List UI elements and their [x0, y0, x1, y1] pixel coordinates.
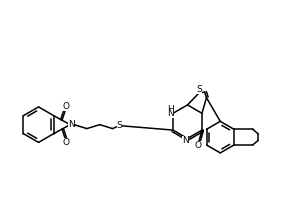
Text: N: N: [182, 136, 189, 145]
Text: N: N: [68, 120, 74, 129]
Text: S: S: [196, 85, 202, 94]
Text: H: H: [168, 105, 174, 114]
Text: O: O: [62, 102, 70, 111]
Text: S: S: [117, 121, 122, 130]
Text: O: O: [194, 141, 202, 150]
Text: O: O: [62, 138, 70, 147]
Text: N: N: [168, 109, 174, 118]
